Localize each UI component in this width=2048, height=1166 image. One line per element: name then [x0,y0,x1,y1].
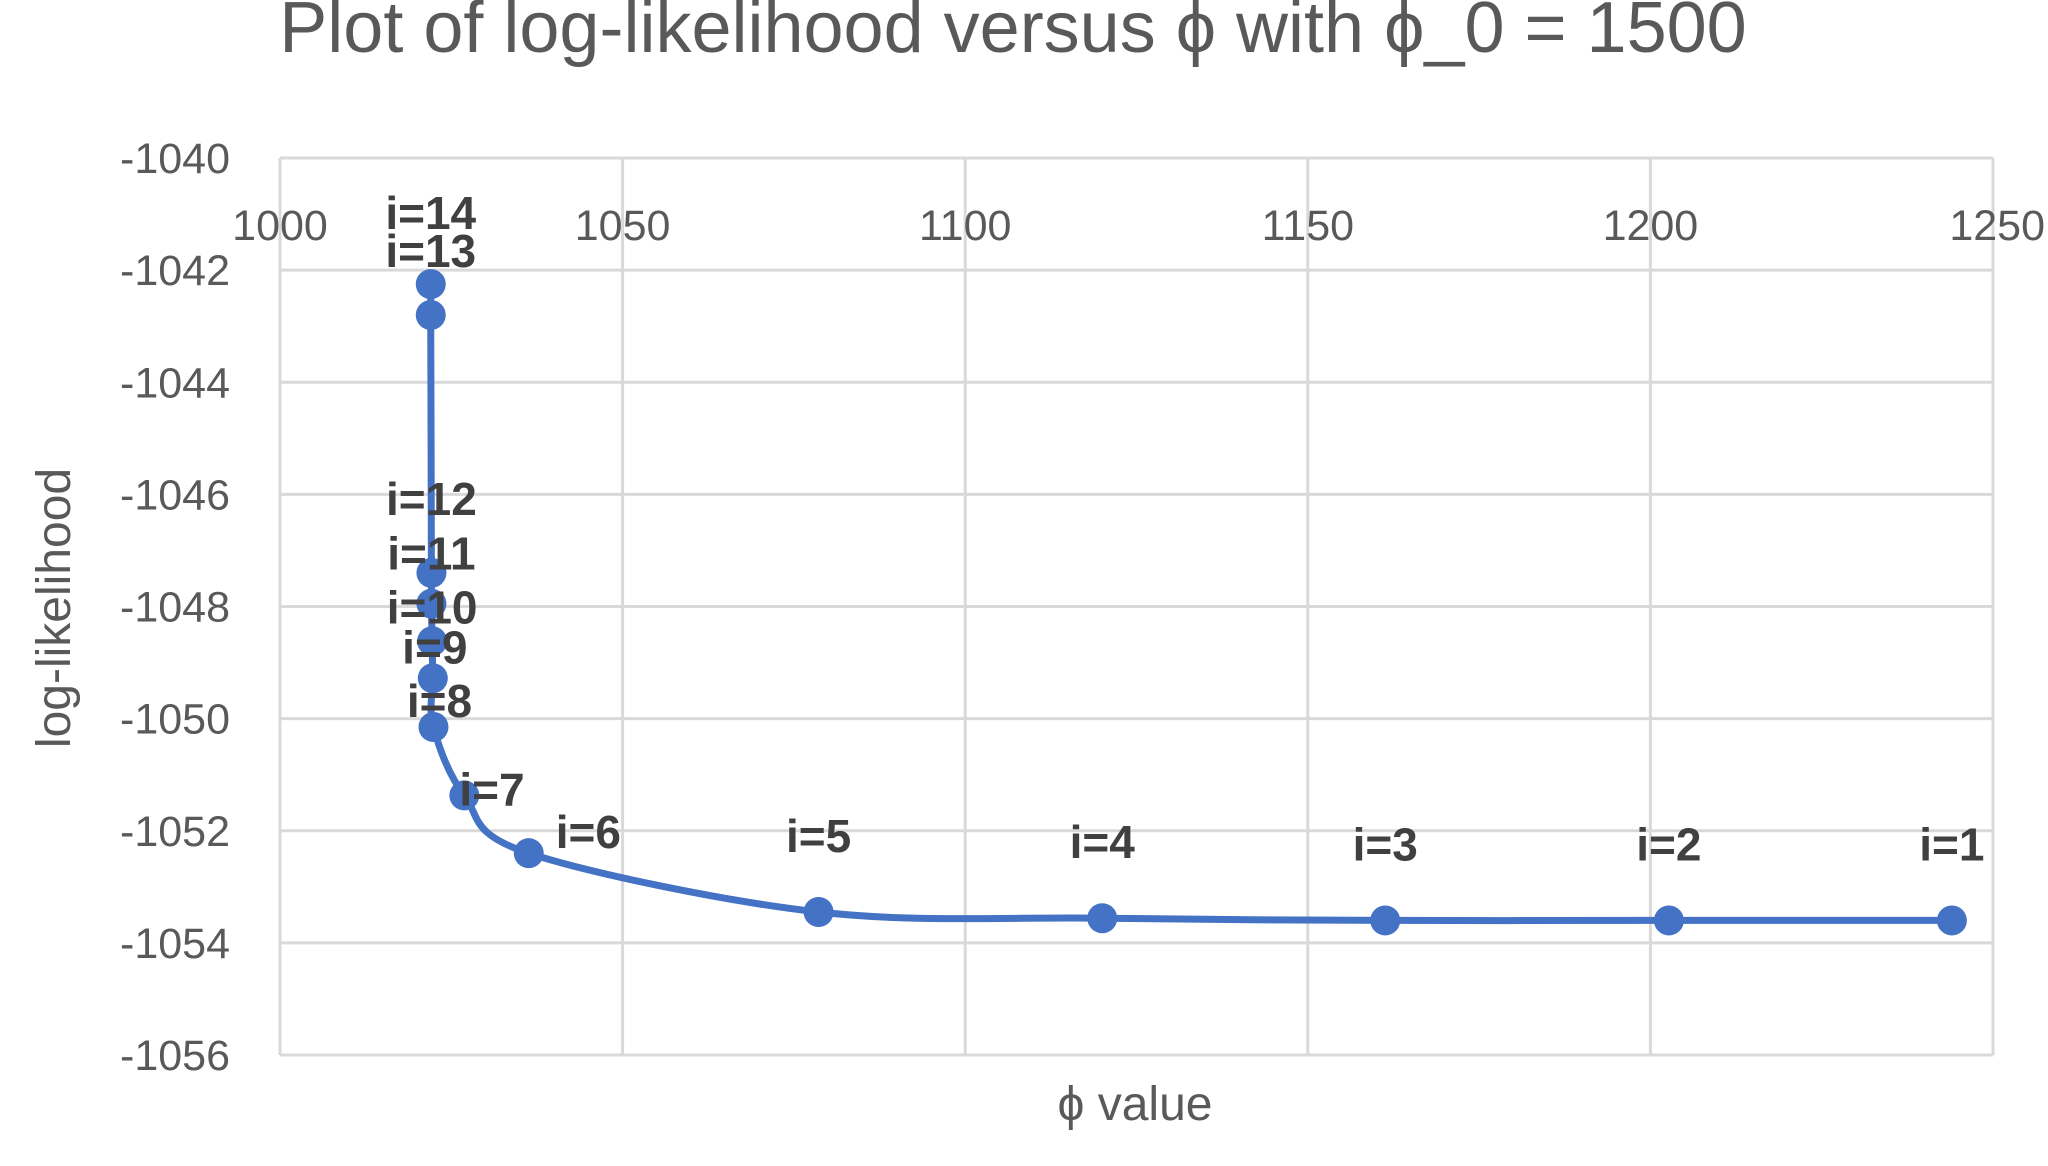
x-tick-label: 1100 [919,202,1011,250]
series [415,269,1967,936]
point-label: i=2 [1636,818,1701,870]
data-point-marker [1936,905,1967,936]
point-label: i=6 [556,806,621,858]
data-point-marker [803,897,834,928]
point-label: i=14 [385,187,476,239]
y-tick-label: -1052 [120,808,230,856]
point-label: i=9 [402,621,467,673]
point-label: i=5 [786,810,851,862]
data-point-marker [513,838,544,869]
y-tick-label: -1042 [120,247,230,295]
y-tick-label: -1046 [120,471,230,519]
series-line [427,279,1956,925]
point-label: i=11 [387,528,475,580]
y-axis-title: log-likelihood [28,468,81,748]
x-tick-label: 1250 [1949,202,2045,250]
point-label: i=12 [386,473,477,525]
x-tick-label: 1200 [1603,202,1699,250]
data-point-marker [1370,905,1401,936]
grid [278,156,1995,1057]
point-labels: i=1 i=2 i=3 i=4 i=5 i=6 i=7 i=8i=9i=10i=11i=12 i… [385,187,1984,870]
tick-labels: -1040 -1042 -1044 -1046 -1048 -1050 -1052 -1054… [120,135,2045,1080]
data-point-marker [1087,903,1118,934]
data-point-marker [418,712,449,743]
point-label: i=13 [385,225,476,277]
y-tick-label: -1044 [120,359,230,407]
x-tick-label: 1150 [1262,202,1354,250]
y-tick-label: -1040 [120,135,230,183]
data-point-marker [415,299,446,330]
data-point-marker [417,626,448,657]
x-tick-label: 1000 [232,202,328,250]
chart-title: Plot of log-likelihood versus ϕ with ϕ_0… [279,0,1746,68]
y-tick-label: -1050 [120,696,230,744]
data-point-marker [416,588,447,619]
y-tick-label: -1056 [120,1032,230,1080]
point-label: i=3 [1353,818,1418,870]
x-tick-label: 1050 [575,202,671,250]
data-point-marker [1653,905,1684,936]
data-point-marker [417,663,448,694]
point-label: i=1 [1919,818,1984,870]
x-axis-title: ϕ value [1058,1078,1213,1131]
data-point-marker [416,557,447,588]
y-tick-label: -1048 [120,584,230,632]
point-label: i=8 [407,675,472,727]
point-label: i=7 [459,763,524,815]
point-label: i=10 [387,581,478,633]
data-point-marker [449,780,480,811]
data-point-marker [415,269,446,300]
point-label: i=4 [1070,816,1136,868]
y-tick-label: -1054 [120,920,230,968]
